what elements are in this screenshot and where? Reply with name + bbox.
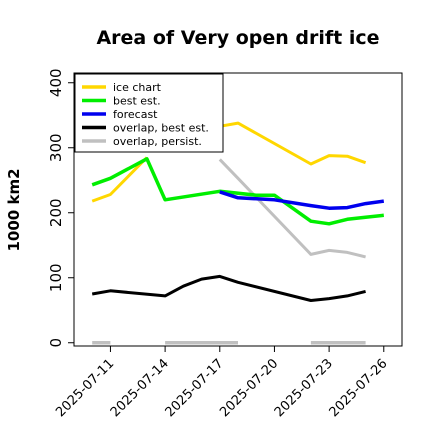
- y-tick-label: 400: [47, 68, 65, 97]
- series-forecast: [219, 190, 385, 210]
- legend-label: best est.: [113, 95, 161, 108]
- series-lines: [91, 121, 385, 345]
- y-axis-label: 1000 km2: [5, 168, 23, 251]
- series-line: [219, 121, 367, 166]
- x-tick-label: 2025-07-26: [327, 356, 391, 420]
- y-tick-label: 0: [47, 338, 65, 348]
- series-overlap-best-est-: [91, 274, 366, 302]
- legend-label: forecast: [113, 108, 158, 121]
- y-tick-label: 100: [47, 263, 65, 292]
- series-overlap-persist-: [92, 158, 366, 345]
- legend-label: overlap, persist.: [113, 135, 202, 148]
- series-ice-chart: [91, 121, 367, 203]
- y-tick-label: 200: [47, 198, 65, 227]
- series-line: [91, 274, 366, 302]
- legend-label: overlap, best est.: [113, 122, 209, 135]
- series-line: [218, 158, 366, 259]
- series-line: [219, 190, 385, 210]
- y-tick-label: 300: [47, 133, 65, 162]
- chart-title: Area of Very open drift ice: [96, 27, 379, 49]
- series-line: [91, 157, 384, 226]
- series-line: [91, 156, 148, 203]
- series-best-est-: [91, 157, 384, 226]
- legend-label: ice chart: [113, 81, 162, 94]
